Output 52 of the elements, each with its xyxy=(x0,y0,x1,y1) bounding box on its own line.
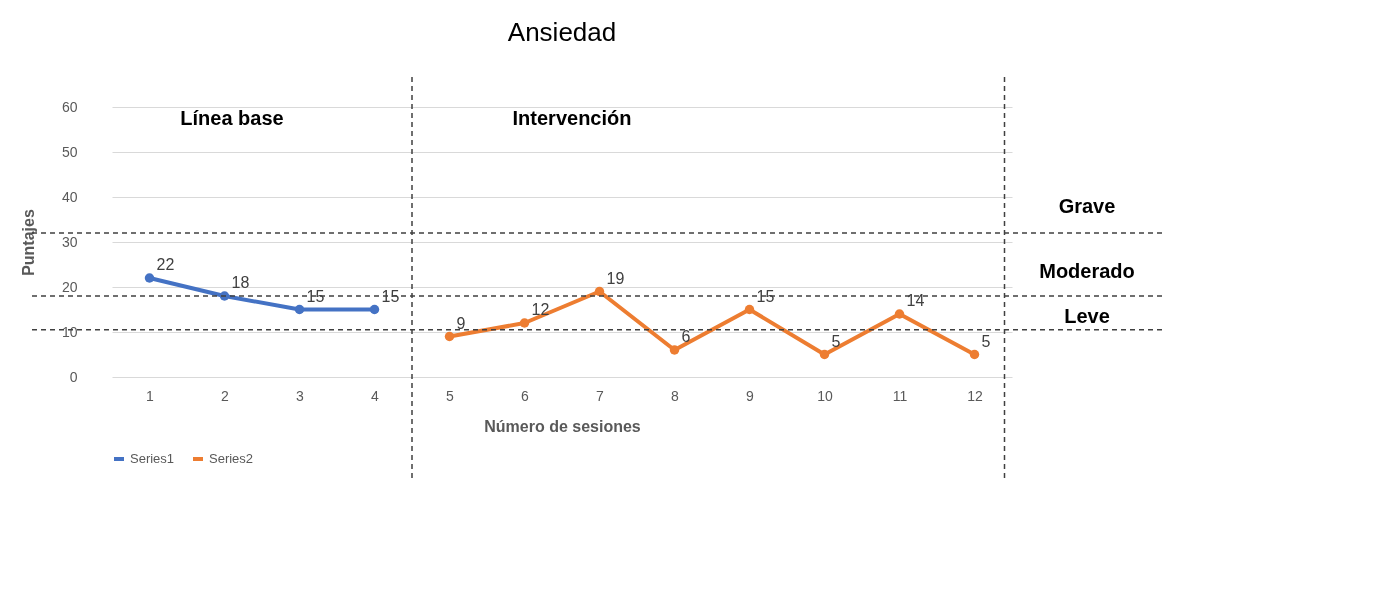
y-tick-label: 20 xyxy=(61,278,78,295)
y-tick-label: 50 xyxy=(61,143,78,160)
point xyxy=(744,304,755,315)
y-tick-label: 60 xyxy=(61,98,78,115)
y-tick-label: 40 xyxy=(61,188,78,205)
x-tick-label: 2 xyxy=(221,387,230,404)
legend-label: Series1 xyxy=(130,451,175,466)
x-tick-label: 10 xyxy=(817,387,833,404)
point xyxy=(294,304,305,315)
data-label: 12 xyxy=(531,301,550,318)
x-tick-label: 8 xyxy=(671,387,680,404)
text: Grave xyxy=(1058,195,1116,217)
point xyxy=(669,345,680,355)
x-tick-label: 1 xyxy=(146,387,155,404)
text: Leve xyxy=(1064,305,1110,327)
point xyxy=(144,273,155,283)
data-label: 19 xyxy=(606,269,625,287)
chart-title: Ansiedad xyxy=(507,17,617,48)
data-label: 15 xyxy=(306,287,325,305)
point xyxy=(894,309,905,319)
data-label: 18 xyxy=(231,274,250,291)
data-label: 9 xyxy=(456,314,466,332)
x-tick-label: 6 xyxy=(521,387,530,404)
data-label: 5 xyxy=(981,332,991,350)
x-axis-title: Número de sesiones xyxy=(484,417,641,435)
annotation: Intervención xyxy=(512,107,632,129)
y-tick-label: 0 xyxy=(69,368,78,385)
point xyxy=(594,286,605,297)
data-label: 6 xyxy=(681,328,691,345)
x-tick-label: 7 xyxy=(596,387,605,404)
data-label: 22 xyxy=(156,256,175,273)
text: Moderado xyxy=(1039,260,1135,282)
x-tick-label: 4 xyxy=(371,387,380,404)
x-tick-label: 12 xyxy=(967,387,983,404)
data-label: 15 xyxy=(756,287,775,305)
y-axis-title: Puntajes xyxy=(19,209,37,276)
data-label: 15 xyxy=(381,287,400,305)
y-tick-label: 10 xyxy=(61,323,78,340)
x-tick-label: 9 xyxy=(746,387,755,404)
x-tick-label: 11 xyxy=(892,387,908,404)
point xyxy=(444,331,455,342)
point xyxy=(969,349,980,360)
legend-label: Series2 xyxy=(209,451,254,466)
x-tick-label: 3 xyxy=(296,387,305,404)
y-tick-label: 30 xyxy=(61,233,78,250)
point xyxy=(819,349,830,360)
annotation: Línea base xyxy=(180,107,284,129)
point xyxy=(369,304,380,315)
point xyxy=(519,318,530,328)
data-label: 5 xyxy=(831,332,841,350)
data-label: 14 xyxy=(906,292,925,309)
x-tick-label: 5 xyxy=(446,387,455,404)
